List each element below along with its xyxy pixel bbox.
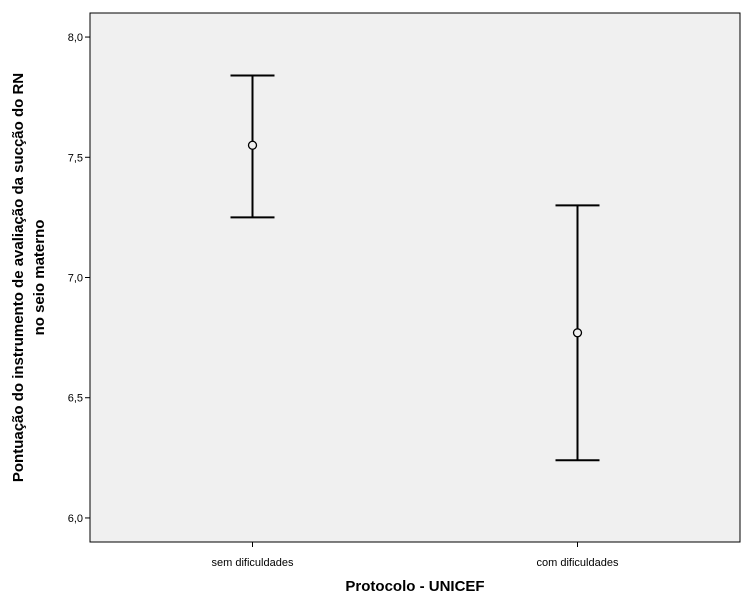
y-tick-label: 6,5	[68, 393, 83, 405]
x-axis-title: Protocolo - UNICEF	[345, 578, 484, 595]
x-axis: sem dificuldades com dificuldades	[212, 542, 619, 569]
y-axis-title-line-1: Pontuação do instrumento de avaliação da…	[10, 73, 27, 482]
mean-point	[247, 140, 258, 150]
mean-point	[572, 328, 583, 338]
data-marks	[230, 74, 600, 462]
y-tick-label: 6,0	[68, 513, 83, 525]
y-axis-title-line-2: no seio materno	[31, 220, 48, 336]
y-tick-label: 7,5	[68, 152, 83, 164]
y-axis: 6,0 6,5 7,0 7,5 8,0	[68, 32, 90, 525]
plot-area	[89, 12, 741, 543]
x-tick-label: sem dificuldades	[212, 557, 294, 569]
y-tick-label: 7,0	[68, 273, 83, 285]
y-tick-label: 8,0	[68, 32, 83, 44]
x-tick-label: com dificuldades	[537, 557, 619, 569]
